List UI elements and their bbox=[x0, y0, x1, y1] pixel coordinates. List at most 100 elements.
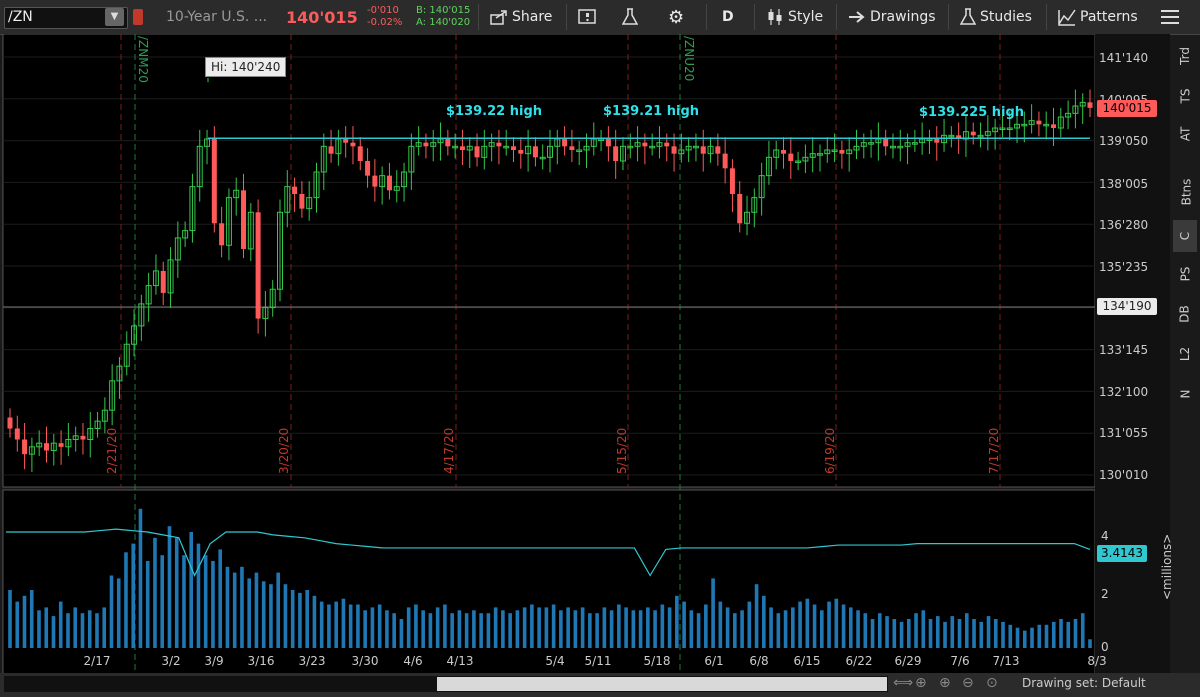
candle-body bbox=[196, 145, 203, 188]
sidebar-tab-label: DB bbox=[1177, 305, 1192, 323]
period-button[interactable]: D bbox=[722, 6, 734, 28]
flask-icon bbox=[960, 8, 976, 25]
volume-bar bbox=[914, 613, 918, 648]
sidebar-tab-ps[interactable]: PS bbox=[1173, 258, 1197, 290]
sidebar-tab-btns[interactable]: Btns bbox=[1173, 170, 1197, 214]
volume-bar bbox=[798, 601, 802, 648]
volume-bar bbox=[211, 561, 215, 648]
menu-button[interactable] bbox=[1160, 6, 1180, 28]
volume-bar bbox=[8, 590, 12, 648]
candle-body bbox=[7, 417, 13, 429]
pan-icon[interactable]: ⟺ bbox=[893, 675, 914, 691]
drawings-button[interactable]: Drawings bbox=[848, 6, 936, 28]
candle-body bbox=[984, 131, 991, 136]
candle-body bbox=[445, 138, 451, 147]
sidebar-tab-ts[interactable]: TS bbox=[1173, 80, 1197, 112]
sidebar-tab-c[interactable]: C bbox=[1173, 220, 1197, 252]
date-axis-label: 6/29 bbox=[894, 654, 922, 668]
scrollbar-thumb[interactable] bbox=[437, 677, 887, 691]
volume-bar bbox=[109, 575, 114, 648]
volume-bar bbox=[595, 613, 599, 648]
sidebar-tab-l2[interactable]: L2 bbox=[1173, 338, 1197, 370]
settings-button[interactable]: ⚙ bbox=[668, 6, 684, 28]
sidebar-tab-at[interactable]: AT bbox=[1173, 118, 1197, 150]
candle-body bbox=[269, 288, 276, 309]
volume-bar bbox=[457, 610, 462, 648]
symbol-dropdown-icon[interactable]: ▼ bbox=[105, 8, 124, 26]
candle-body bbox=[525, 145, 532, 155]
candle-body bbox=[692, 145, 699, 149]
candle-body bbox=[853, 145, 860, 151]
volume-bar bbox=[160, 555, 165, 648]
candle-body bbox=[664, 142, 670, 147]
volume-bar bbox=[29, 590, 34, 648]
candle-body bbox=[511, 146, 517, 150]
sidebar-tab-n[interactable]: N bbox=[1173, 378, 1197, 410]
drawing-set-label[interactable]: Drawing set: Default bbox=[1022, 676, 1146, 690]
patterns-button[interactable]: Patterns bbox=[1058, 6, 1138, 28]
candle-body bbox=[897, 145, 904, 149]
candle-body bbox=[401, 171, 408, 188]
studies-button[interactable]: Studies bbox=[960, 6, 1032, 28]
candle-body bbox=[911, 142, 918, 145]
volume-bar bbox=[725, 607, 730, 648]
volume-bar bbox=[964, 613, 969, 648]
volume-bar bbox=[406, 607, 411, 648]
candle-body bbox=[65, 438, 72, 448]
reset-zoom-icon[interactable]: ⊙ bbox=[986, 675, 998, 691]
price-chart[interactable] bbox=[0, 34, 1170, 673]
volume-bar bbox=[791, 607, 795, 648]
volume-bar bbox=[385, 610, 389, 648]
sidebar-tab-db[interactable]: DB bbox=[1173, 298, 1197, 330]
candle-body bbox=[1057, 116, 1064, 129]
candle-body bbox=[28, 446, 35, 455]
candle-body bbox=[817, 153, 823, 156]
volume-bar bbox=[993, 619, 998, 648]
volume-bar bbox=[544, 607, 549, 648]
volume-bar bbox=[522, 607, 527, 648]
date-axis-label: 6/1 bbox=[704, 654, 724, 668]
candle-body bbox=[481, 145, 488, 158]
volume-unit-label: <millions> bbox=[1160, 533, 1174, 600]
link-color-icon[interactable] bbox=[133, 9, 143, 25]
volume-bar bbox=[863, 613, 868, 648]
price-axis-label: 138'005 bbox=[1099, 177, 1149, 191]
annotation-high-2: $139.21 high bbox=[603, 104, 700, 119]
zoom-in-icon[interactable]: ⊕ bbox=[939, 675, 951, 691]
candle-body bbox=[466, 145, 473, 151]
chart-toolbar: /ZN ▼ 10-Year U.S. ... 140'015 -0'010 -0… bbox=[0, 0, 1200, 35]
date-axis-label: 5/11 bbox=[584, 654, 612, 668]
candle-body bbox=[744, 211, 751, 224]
volume-bar bbox=[776, 613, 781, 648]
sidebar-tab-trd[interactable]: Trd bbox=[1173, 40, 1197, 72]
candle-body bbox=[642, 142, 648, 147]
date-axis-label: 8/3 bbox=[1087, 654, 1107, 668]
chart-settings-button[interactable] bbox=[578, 6, 598, 28]
candle-body bbox=[219, 223, 225, 246]
volume-bar bbox=[972, 619, 976, 648]
volume-bar bbox=[530, 604, 534, 648]
date-axis-label: 2/17 bbox=[83, 654, 111, 668]
patterns-label: Patterns bbox=[1080, 9, 1138, 25]
gear-icon: ⚙ bbox=[668, 6, 685, 28]
zoom-out-icon[interactable]: ⊖ bbox=[962, 675, 974, 691]
crosshair-icon[interactable]: ⊕ bbox=[915, 675, 927, 691]
candle-body bbox=[247, 211, 254, 250]
symbol-input[interactable] bbox=[4, 7, 128, 29]
date-axis-label: 6/22 bbox=[845, 654, 873, 668]
separator bbox=[706, 4, 707, 30]
style-button[interactable]: Style bbox=[766, 6, 823, 28]
candle-body bbox=[883, 138, 889, 147]
volume-bar bbox=[1066, 621, 1071, 648]
volume-bar bbox=[660, 604, 665, 648]
volume-bar bbox=[269, 584, 273, 648]
study-flask-button[interactable] bbox=[622, 6, 638, 28]
share-button[interactable]: Share bbox=[490, 6, 552, 28]
patterns-icon bbox=[1058, 9, 1076, 26]
volume-bar bbox=[515, 610, 520, 648]
candle-body bbox=[795, 160, 802, 163]
high-label: Hi: 140'240 bbox=[205, 57, 287, 77]
candle-body bbox=[809, 153, 816, 158]
candle-body bbox=[189, 186, 196, 232]
symbol-text: /ZN bbox=[8, 9, 33, 25]
